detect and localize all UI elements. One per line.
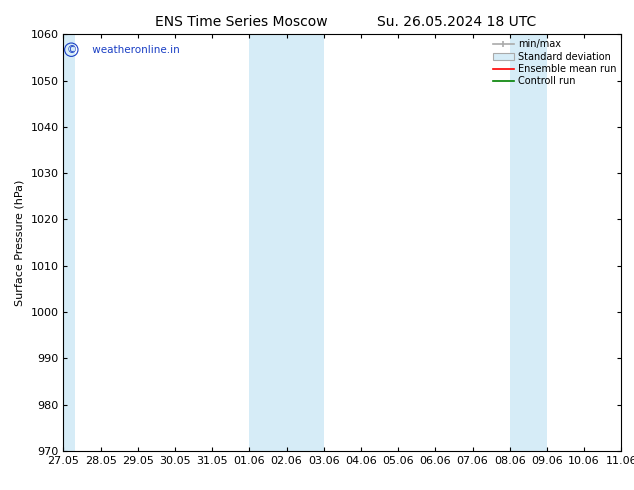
- Bar: [510, 34, 547, 451]
- Y-axis label: Surface Pressure (hPa): Surface Pressure (hPa): [15, 179, 25, 306]
- Text: ENS Time Series Moscow: ENS Time Series Moscow: [155, 15, 327, 29]
- Text: weatheronline.in: weatheronline.in: [89, 45, 179, 55]
- Text: Su. 26.05.2024 18 UTC: Su. 26.05.2024 18 UTC: [377, 15, 536, 29]
- Bar: [249, 34, 324, 451]
- Bar: [63, 34, 75, 451]
- Legend: min/max, Standard deviation, Ensemble mean run, Controll run: min/max, Standard deviation, Ensemble me…: [489, 36, 619, 89]
- Text: ©: ©: [66, 45, 77, 55]
